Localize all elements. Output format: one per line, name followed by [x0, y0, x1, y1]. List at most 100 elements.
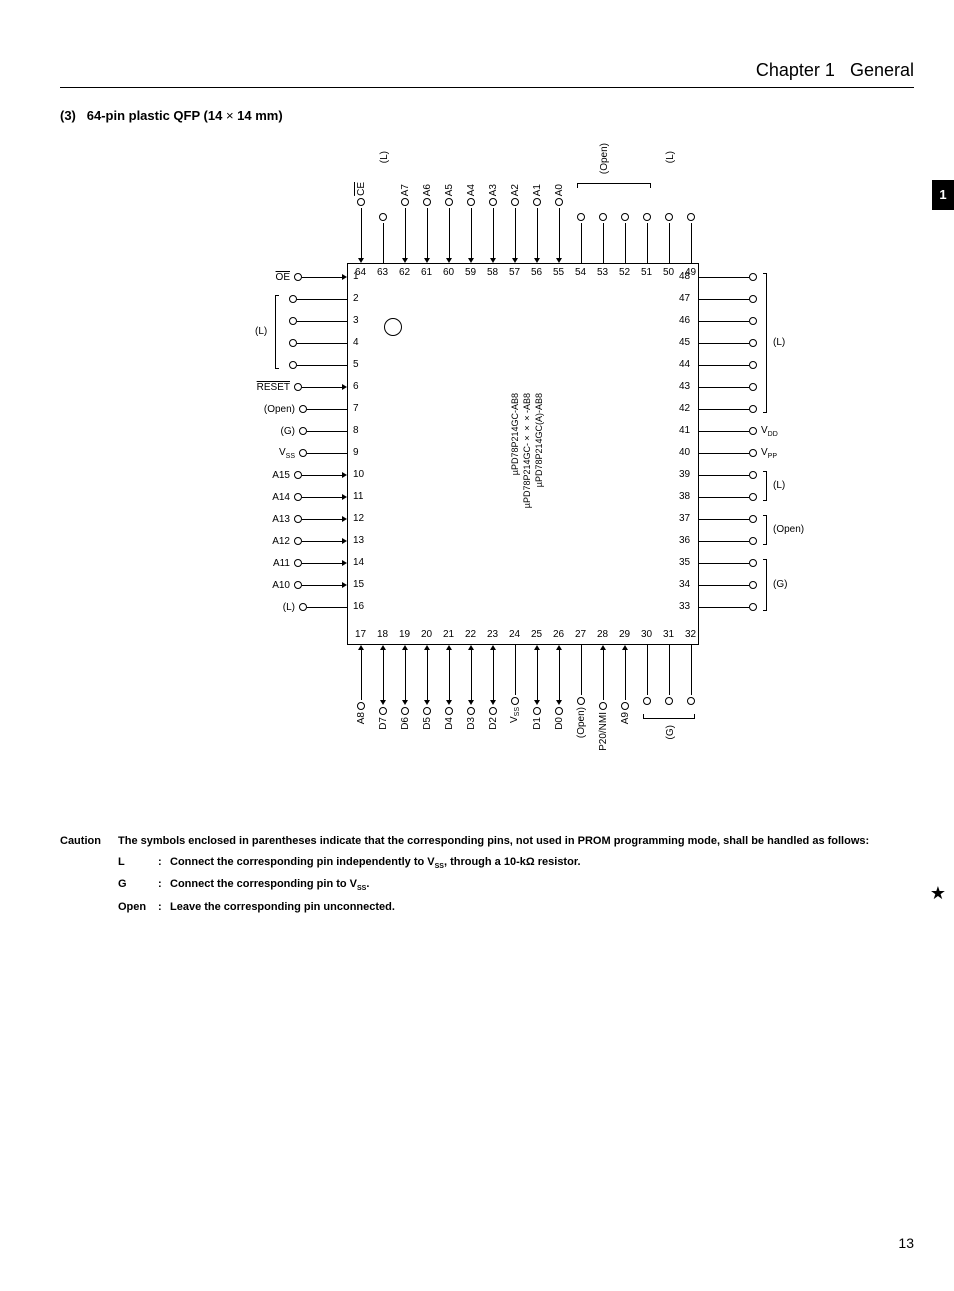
pin-num-59: 59 — [465, 267, 476, 278]
pin-row-3 — [237, 310, 347, 332]
caution-def-2: Open:Leave the corresponding pin unconne… — [118, 899, 914, 916]
pin-col-31 — [658, 645, 680, 707]
pin-row-15: A10 — [237, 574, 347, 596]
pin-col-21: D4 — [438, 645, 460, 730]
pin-num-14: 14 — [353, 557, 364, 568]
pin-num-23: 23 — [487, 629, 498, 640]
pin-col-58: A3 — [482, 153, 504, 263]
pin-col-63 — [372, 153, 394, 263]
pin-num-45: 45 — [679, 337, 690, 348]
pin-row-13: A12 — [237, 530, 347, 552]
pin-num-39: 39 — [679, 469, 690, 480]
pin-num-50: 50 — [663, 267, 674, 278]
top-group-label-0: (L) — [379, 151, 390, 163]
pin-row-5 — [237, 354, 347, 376]
pin-col-32 — [680, 645, 702, 707]
pin-col-30 — [636, 645, 658, 707]
pin-col-22: D3 — [460, 645, 482, 730]
caution-head: Caution — [60, 833, 118, 850]
pin-num-46: 46 — [679, 315, 690, 326]
right-group-label-2: (Open) — [773, 524, 804, 535]
left-group-label-L: (L) — [255, 326, 267, 337]
part-num-1: µPD78P214GC-AB8 — [510, 393, 520, 475]
pin-row-39 — [699, 464, 757, 486]
qfp-diagram: µPD78P214GC-AB8 µPD78P214GC-×××-AB8 µPD7… — [207, 143, 767, 803]
section-title-b: 14 mm) — [237, 108, 283, 123]
part-num-2: µPD78P214GC-×××-AB8 — [522, 393, 532, 508]
pin-num-40: 40 — [679, 447, 690, 458]
pin-row-7: (Open) — [237, 398, 347, 420]
section-title-a: 64-pin plastic QFP (14 — [87, 108, 223, 123]
right-group-label-3: (G) — [773, 579, 787, 590]
left-brace-L — [275, 295, 279, 369]
pin-col-27: (Open) — [570, 645, 592, 738]
pin-num-56: 56 — [531, 267, 542, 278]
pin-num-53: 53 — [597, 267, 608, 278]
pin-num-19: 19 — [399, 629, 410, 640]
pin-num-51: 51 — [641, 267, 652, 278]
pin-num-29: 29 — [619, 629, 630, 640]
pin-row-35 — [699, 552, 757, 574]
pin-row-11: A14 — [237, 486, 347, 508]
pin-num-55: 55 — [553, 267, 564, 278]
pin-col-62: A7 — [394, 153, 416, 263]
pin-num-64: 64 — [355, 267, 366, 278]
pin-num-30: 30 — [641, 629, 652, 640]
pin-num-25: 25 — [531, 629, 542, 640]
star-marker: ★ — [930, 883, 946, 904]
pin-col-29: A9 — [614, 645, 636, 724]
pin-col-57: A2 — [504, 153, 526, 263]
pin-row-1: OE — [237, 266, 347, 288]
pin-num-4: 4 — [353, 337, 359, 348]
chapter-title: General — [850, 60, 914, 80]
pin-row-46 — [699, 310, 757, 332]
pin-row-8: (G) — [237, 420, 347, 442]
pin-col-28: P20/NMI — [592, 645, 614, 751]
pin-num-44: 44 — [679, 359, 690, 370]
top-group-label-2: (L) — [665, 151, 676, 163]
caution-def-0: L:Connect the corresponding pin independ… — [118, 854, 914, 873]
pin-col-25: D1 — [526, 645, 548, 730]
pin-num-43: 43 — [679, 381, 690, 392]
pin-row-45 — [699, 332, 757, 354]
pin-row-16: (L) — [237, 596, 347, 618]
pin-num-11: 11 — [353, 491, 363, 502]
pin-num-34: 34 — [679, 579, 690, 590]
pin-num-33: 33 — [679, 601, 690, 612]
pin-num-58: 58 — [487, 267, 498, 278]
pin-col-51 — [636, 153, 658, 263]
pin-col-56: A1 — [526, 153, 548, 263]
right-brace-0 — [763, 273, 767, 413]
right-group-label-0: (L) — [773, 337, 785, 348]
pin-row-6: RESET — [237, 376, 347, 398]
right-group-label-1: (L) — [773, 480, 785, 491]
pin-num-24: 24 — [509, 629, 520, 640]
pin-col-61: A6 — [416, 153, 438, 263]
pin-row-44 — [699, 354, 757, 376]
pin-num-52: 52 — [619, 267, 630, 278]
chapter-label: Chapter 1 — [756, 60, 835, 80]
pin-row-47 — [699, 288, 757, 310]
pin-num-12: 12 — [353, 513, 364, 524]
pin-num-10: 10 — [353, 469, 364, 480]
pin-col-54 — [570, 153, 592, 263]
caution-def-1: G:Connect the corresponding pin to VSS. — [118, 876, 914, 895]
pin-col-49 — [680, 153, 702, 263]
pin-num-13: 13 — [353, 535, 364, 546]
right-brace-3 — [763, 559, 767, 611]
pin-num-38: 38 — [679, 491, 690, 502]
pin-num-6: 6 — [353, 381, 359, 392]
pin-row-41: VDD — [699, 420, 778, 442]
part-num-3: µPD78P214GC(A)-AB8 — [534, 393, 544, 487]
section-num: (3) — [60, 108, 76, 123]
right-brace-2 — [763, 515, 767, 545]
pin-row-42 — [699, 398, 757, 420]
pin-num-62: 62 — [399, 267, 410, 278]
pin-col-20: D5 — [416, 645, 438, 730]
right-brace-1 — [763, 471, 767, 501]
caution-body: The symbols enclosed in parentheses indi… — [118, 833, 914, 850]
page-number: 13 — [60, 1235, 914, 1251]
pin-row-2 — [237, 288, 347, 310]
pin-row-9: VSS — [237, 442, 347, 464]
pin-num-17: 17 — [355, 629, 366, 640]
